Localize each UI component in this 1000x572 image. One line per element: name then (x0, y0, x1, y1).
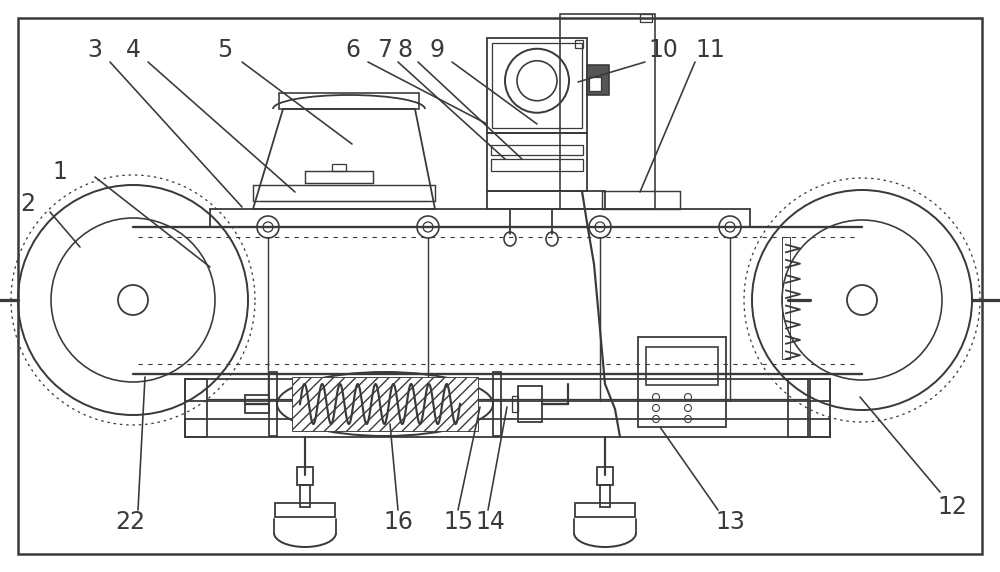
Bar (492, 43, 582, 128)
Bar (332, 164, 346, 171)
Bar (487, 38, 587, 133)
Text: 11: 11 (695, 38, 725, 62)
Bar (512, 396, 518, 412)
Bar (487, 133, 587, 191)
Bar (600, 485, 610, 507)
Bar (782, 237, 790, 359)
Bar (518, 386, 542, 422)
Text: 7: 7 (378, 38, 392, 62)
Text: 15: 15 (443, 510, 473, 534)
Bar (210, 209, 750, 227)
Bar (269, 372, 277, 436)
Bar (279, 93, 419, 109)
Bar (587, 65, 609, 95)
Bar (245, 395, 269, 413)
Circle shape (118, 285, 148, 315)
Bar (575, 503, 635, 517)
Bar (640, 14, 652, 22)
Text: 4: 4 (126, 38, 140, 62)
Text: 10: 10 (648, 38, 678, 62)
Text: 9: 9 (430, 38, 444, 62)
Bar (589, 77, 601, 91)
Bar (275, 503, 335, 517)
Bar (491, 145, 583, 155)
Bar (487, 191, 605, 209)
Text: 12: 12 (937, 495, 967, 519)
Bar (491, 159, 583, 171)
Bar (788, 379, 810, 437)
Bar (297, 467, 313, 485)
Text: 6: 6 (346, 38, 360, 62)
Circle shape (847, 285, 877, 315)
Bar (493, 372, 501, 436)
Text: 16: 16 (383, 510, 413, 534)
Bar (597, 467, 613, 485)
Bar (185, 379, 207, 437)
Bar (300, 485, 310, 507)
Text: 3: 3 (88, 38, 103, 62)
Text: 2: 2 (20, 192, 36, 216)
Bar (638, 337, 726, 427)
Bar (305, 171, 373, 183)
Text: 8: 8 (397, 38, 413, 62)
Text: 1: 1 (53, 160, 67, 184)
Text: 14: 14 (475, 510, 505, 534)
Bar (185, 379, 830, 401)
Text: 5: 5 (217, 38, 233, 62)
Bar (185, 419, 830, 437)
Bar (560, 14, 655, 209)
Bar (602, 191, 680, 209)
Bar (253, 185, 435, 201)
Bar (292, 377, 478, 431)
Text: 22: 22 (115, 510, 145, 534)
Bar (646, 347, 718, 385)
Text: 13: 13 (715, 510, 745, 534)
Bar (575, 40, 583, 48)
Bar (808, 379, 830, 437)
